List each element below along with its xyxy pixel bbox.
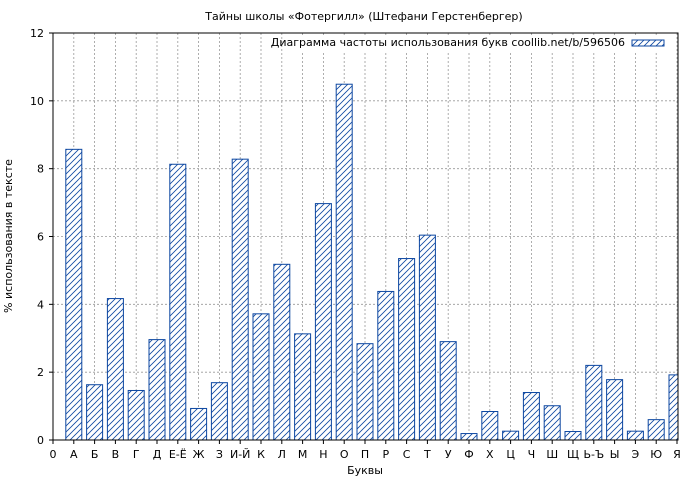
y-tick-label: 2: [37, 366, 44, 379]
bar: [190, 407, 208, 441]
legend-label: Диаграмма частоты использования букв coo…: [271, 36, 625, 49]
x-tick-label: К: [257, 448, 265, 461]
y-tick-label: 12: [30, 27, 44, 40]
x-tick-label: И-Й: [230, 448, 250, 461]
chart-title: Тайны школы «Фотергилл» (Штефани Герстен…: [204, 10, 522, 23]
bar: [481, 411, 499, 441]
x-tick-label: Ж: [193, 448, 205, 461]
y-tick-label: 8: [37, 163, 44, 176]
x-tick-label: Ш: [546, 448, 558, 461]
x-tick-label: В: [112, 448, 120, 461]
bar: [418, 234, 436, 441]
x-tick-label: Г: [133, 448, 140, 461]
bar: [647, 419, 665, 441]
x-tick-label: П: [361, 448, 369, 461]
x-tick-label: Е-Ё: [169, 448, 187, 461]
bar: [169, 163, 187, 441]
bars: [65, 83, 679, 441]
x-tick-label: У: [445, 448, 452, 461]
x-tick-label: Д: [153, 448, 162, 461]
bar: [210, 382, 228, 441]
x-tick-label: 0: [50, 448, 57, 461]
y-tick-label: 0: [37, 434, 44, 447]
bar: [398, 258, 416, 441]
x-axis-label: Буквы: [347, 464, 383, 477]
bar: [314, 203, 332, 441]
y-axis-label: % использования в тексте: [2, 159, 15, 313]
x-tick-label: Т: [423, 448, 431, 461]
bar: [106, 298, 124, 441]
bar: [273, 263, 291, 441]
y-axis-ticks: 0 2 4 6 8 10 12: [30, 27, 53, 447]
x-tick-label: Э: [632, 448, 640, 461]
x-tick-label: Х: [486, 448, 494, 461]
x-tick-label: Ю: [650, 448, 662, 461]
x-tick-label: С: [403, 448, 411, 461]
bar: [668, 374, 679, 441]
grid: [53, 33, 678, 440]
bar: [252, 313, 270, 441]
bar: [231, 158, 249, 441]
bar: [460, 433, 478, 441]
x-tick-label: Ф: [464, 448, 473, 461]
bar: [522, 392, 540, 441]
x-tick-label: Ч: [528, 448, 536, 461]
bar: [127, 389, 145, 441]
bar: [564, 431, 582, 441]
x-tick-label: Л: [278, 448, 286, 461]
bar: [585, 364, 603, 441]
x-tick-label: Я: [673, 448, 681, 461]
x-tick-label: З: [216, 448, 223, 461]
bar: [86, 384, 104, 441]
legend-swatch: [631, 39, 665, 47]
x-axis-ticks: 0 А Б В Г Д Е-Ё Ж З И-Й К Л М Н О П Р С Т У Ф Х Ц Ч Ш Щ Ь-Ъ Ы Э Ю Я: [50, 440, 681, 461]
x-tick-label: Н: [319, 448, 327, 461]
bar: [356, 343, 374, 441]
bar: [294, 333, 312, 441]
y-tick-label: 6: [37, 231, 44, 244]
bar: [148, 339, 166, 441]
x-tick-label: Щ: [567, 448, 579, 461]
bar: [377, 290, 395, 441]
x-tick-label: Ы: [610, 448, 620, 461]
bar: [335, 83, 353, 441]
bar: [606, 379, 624, 441]
x-tick-label: Ь-Ъ: [583, 448, 604, 461]
bar: [502, 430, 520, 441]
legend: Диаграмма частоты использования букв coo…: [271, 35, 676, 51]
x-tick-label: О: [340, 448, 349, 461]
x-tick-label: Р: [382, 448, 389, 461]
bar: [65, 148, 83, 441]
legend-background: [284, 35, 676, 51]
y-tick-label: 4: [37, 298, 44, 311]
bar: [626, 430, 644, 441]
x-tick-label: Б: [91, 448, 99, 461]
x-tick-label: М: [298, 448, 308, 461]
bar: [543, 405, 561, 441]
y-tick-label: 10: [30, 95, 44, 108]
bar: [439, 341, 457, 441]
x-tick-label: А: [70, 448, 78, 461]
x-tick-label: Ц: [506, 448, 515, 461]
